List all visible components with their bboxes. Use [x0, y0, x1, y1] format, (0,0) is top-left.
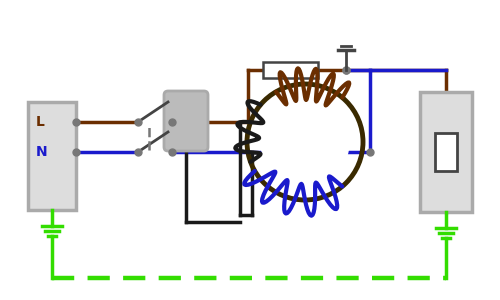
Bar	[435, 133, 457, 171]
FancyBboxPatch shape	[164, 91, 208, 151]
Bar	[263, 62, 318, 78]
Bar	[28, 102, 76, 210]
Text: L: L	[36, 115, 45, 129]
Text: N: N	[36, 145, 48, 159]
Bar	[420, 92, 472, 212]
Circle shape	[261, 98, 349, 186]
